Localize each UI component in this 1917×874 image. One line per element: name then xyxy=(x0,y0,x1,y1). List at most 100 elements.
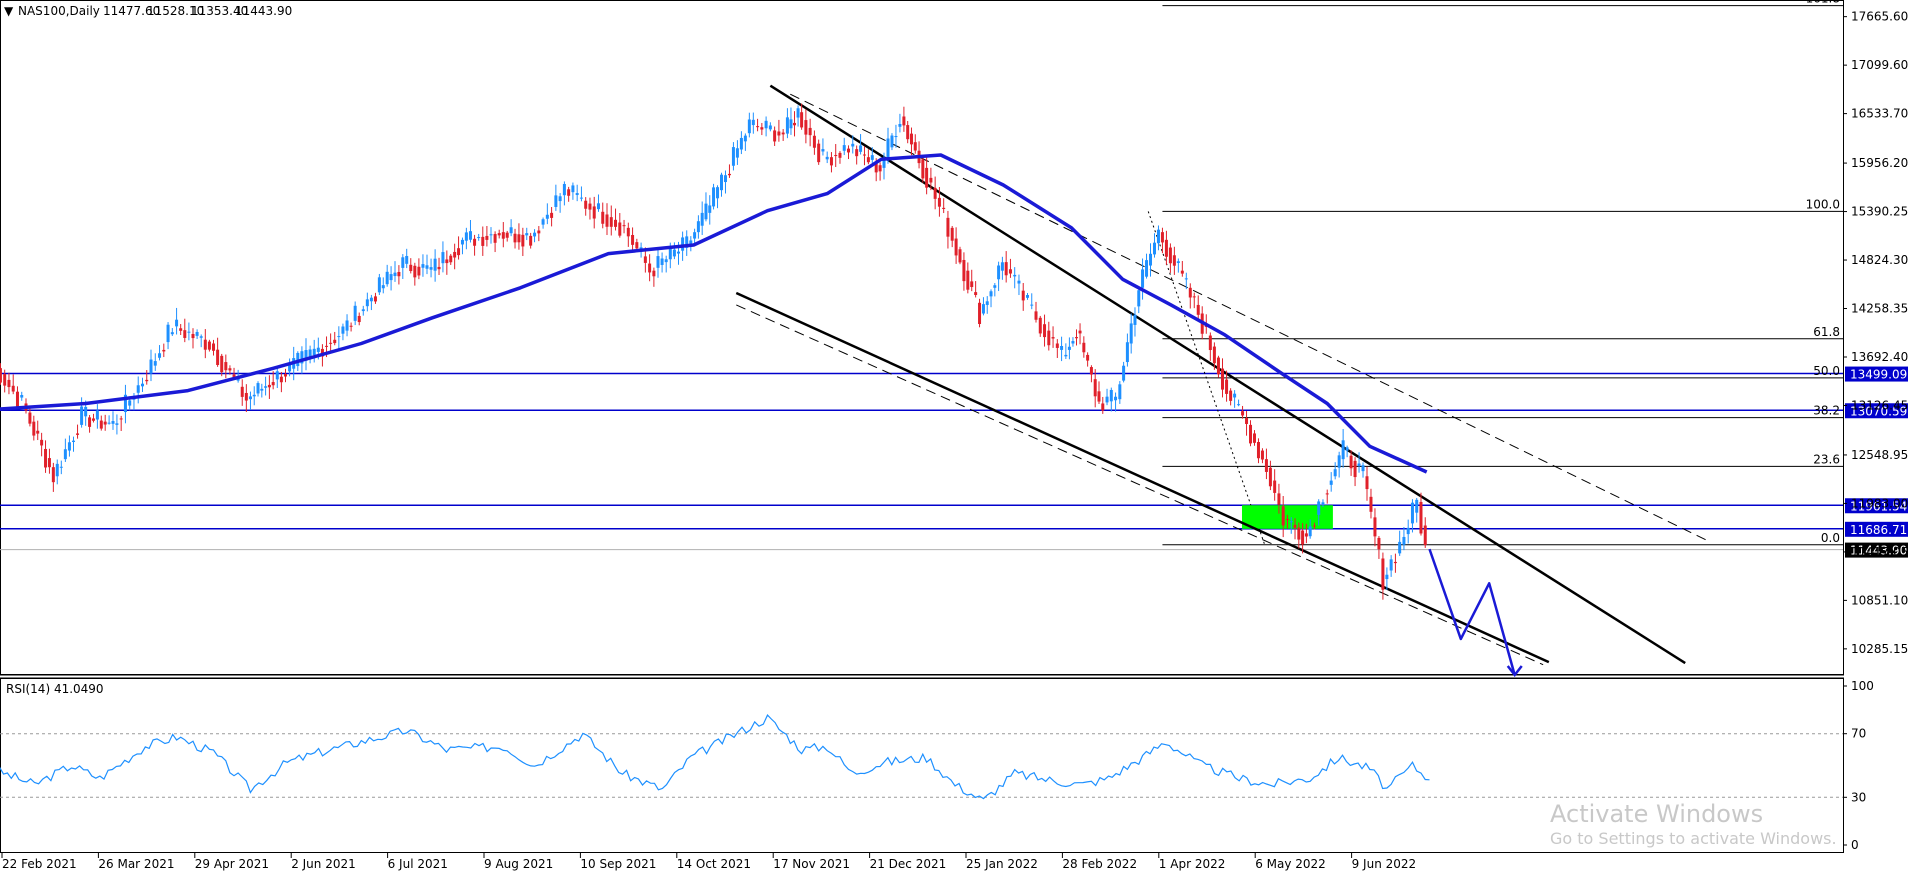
candle-body xyxy=(656,256,660,268)
candle-body xyxy=(1285,519,1289,521)
candle-body xyxy=(1308,526,1312,537)
candle-body xyxy=(954,238,958,256)
candle-body xyxy=(1152,242,1156,255)
candle-body xyxy=(1122,365,1126,381)
candle-body xyxy=(228,368,232,371)
candle-body xyxy=(145,379,149,382)
candle-body xyxy=(1317,501,1321,515)
candle-body xyxy=(596,203,600,210)
candle-body xyxy=(1137,290,1141,307)
candle-body xyxy=(468,231,472,240)
candle-body xyxy=(1196,304,1200,315)
fib-level-label: 61.8 xyxy=(1813,325,1840,339)
candle-body xyxy=(804,120,808,135)
candle-body xyxy=(441,252,445,264)
candle-body xyxy=(153,361,157,366)
rsi-pane-frame xyxy=(0,678,1844,853)
candle-body xyxy=(95,410,99,420)
date-tick-label: 14 Oct 2021 xyxy=(677,857,751,871)
candle-body xyxy=(1030,304,1034,306)
candle-body xyxy=(0,368,2,383)
price-tick-label: 13692.40 xyxy=(1851,350,1908,364)
candle-body xyxy=(1245,418,1249,424)
candle-body xyxy=(216,349,220,365)
channel-dashed-line xyxy=(736,304,1544,666)
fib-level-label: 23.6 xyxy=(1813,452,1840,466)
candle-body xyxy=(51,467,55,483)
candle-body xyxy=(525,233,529,236)
fib-trend-line xyxy=(1147,211,1266,545)
candle-body xyxy=(777,131,781,136)
candle-body xyxy=(1289,521,1293,523)
candle-body xyxy=(756,126,760,128)
candle-body xyxy=(80,406,84,425)
candle-body xyxy=(1361,465,1365,472)
candle-body xyxy=(1353,460,1357,478)
candle-body xyxy=(453,251,457,258)
candle-body xyxy=(946,217,950,237)
rsi-tick-label: 100 xyxy=(1851,679,1874,693)
candle-body xyxy=(136,385,140,393)
rsi-label: RSI(14) 41.0490 xyxy=(6,682,104,696)
candle-body xyxy=(575,193,579,196)
candle-body xyxy=(1264,459,1268,472)
candle-body xyxy=(312,348,316,356)
candle-body xyxy=(545,214,549,219)
candle-body xyxy=(203,339,207,350)
candle-body xyxy=(115,423,119,425)
watermark-title: Activate Windows xyxy=(1550,800,1764,828)
candle-body xyxy=(609,217,613,227)
candle-body xyxy=(712,187,716,207)
level-price-label: 13499.09 xyxy=(1850,368,1907,382)
candle-body xyxy=(1071,341,1075,344)
candle-body xyxy=(800,112,804,128)
candle-body xyxy=(464,232,468,241)
candle-body xyxy=(859,145,863,152)
candle-body xyxy=(473,238,477,246)
candle-body xyxy=(1423,525,1427,546)
candle-body xyxy=(1385,574,1389,580)
candle-body xyxy=(187,331,191,333)
candle-body xyxy=(1133,314,1137,325)
candle-body xyxy=(288,362,292,372)
candle-body xyxy=(1004,262,1008,276)
candle-body xyxy=(421,264,425,268)
candle-body xyxy=(605,214,609,227)
candle-body xyxy=(1312,525,1316,527)
price-tick-label: 13126.45 xyxy=(1851,398,1908,412)
candle-body xyxy=(88,417,92,427)
price-tick-label: 10285.15 xyxy=(1851,642,1908,656)
candle-body xyxy=(55,463,59,477)
candle-body xyxy=(660,258,664,265)
candle-body xyxy=(1377,537,1381,550)
candle-body xyxy=(664,259,668,263)
candle-body xyxy=(704,203,708,220)
candle-body xyxy=(743,135,747,142)
candle-body xyxy=(1273,480,1277,493)
candle-body xyxy=(747,119,751,134)
candle-body xyxy=(199,336,203,338)
moving-average-line xyxy=(0,153,1428,474)
candle-body xyxy=(739,137,743,150)
candle-body xyxy=(929,177,933,183)
candle-body xyxy=(1000,262,1004,271)
candle-body xyxy=(1389,559,1393,571)
candle-body xyxy=(107,422,111,424)
candle-body xyxy=(601,211,605,224)
candle-body xyxy=(183,330,187,338)
candle-body xyxy=(365,299,369,307)
candle-body xyxy=(1168,247,1172,264)
candle-body xyxy=(689,240,693,245)
candle-body xyxy=(7,379,11,388)
candle-body xyxy=(874,162,878,173)
candle-body xyxy=(345,320,349,331)
candle-body xyxy=(937,197,941,207)
candle-body xyxy=(1060,345,1064,350)
candle-body xyxy=(44,448,48,468)
candle-body xyxy=(808,127,812,136)
candle-body xyxy=(700,212,704,226)
candle-body xyxy=(989,291,993,297)
candle-body xyxy=(1225,379,1229,394)
level-price-tag xyxy=(1845,403,1908,419)
candle-body xyxy=(962,259,966,282)
